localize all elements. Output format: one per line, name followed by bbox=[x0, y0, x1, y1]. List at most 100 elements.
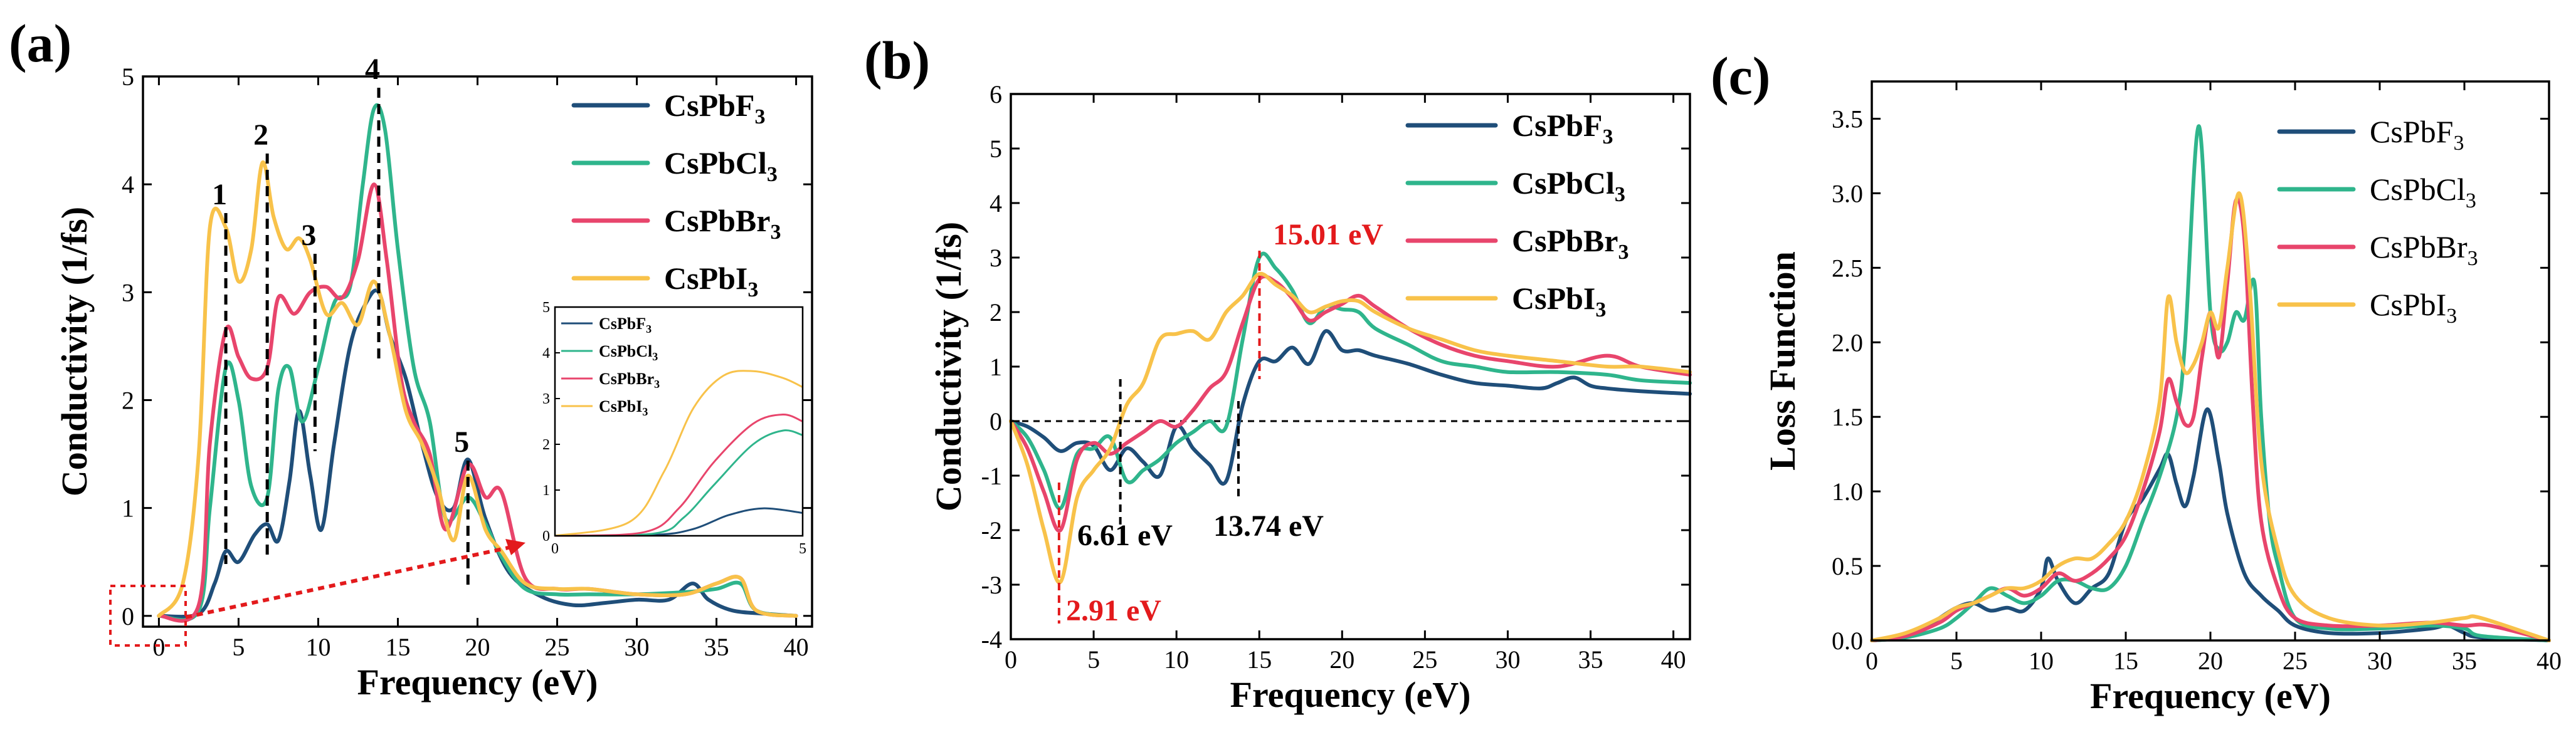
panel-b: (b) 0 5 10 15 20 25 30 35 40 -4 -3 -2 -1 0 1 2 3 4 5 6 Freque… bbox=[864, 30, 1692, 715]
inset-y-tick-label: 3 bbox=[542, 391, 550, 407]
zoom-arrow-line bbox=[185, 545, 515, 619]
series-line-CsPbI3 bbox=[157, 160, 798, 618]
y-axis-label: Conductivity (1/fs) bbox=[928, 222, 969, 511]
inset-legend-label-CsPbF3: CsPbF3 bbox=[599, 315, 652, 335]
x-tick-label: 10 bbox=[305, 633, 330, 661]
y-tick-label: 5 bbox=[990, 135, 1002, 163]
y-tick-label: 2 bbox=[122, 386, 134, 414]
panel-label: (a) bbox=[9, 13, 71, 73]
y-tick-label: 1 bbox=[122, 494, 134, 523]
peak-label: 2 bbox=[253, 118, 268, 152]
x-axis-label: Frequency (eV) bbox=[1230, 674, 1471, 715]
x-tick-label: 25 bbox=[1412, 645, 1437, 674]
legend-label-CsPbCl3: CsPbCl3 bbox=[1512, 165, 1625, 206]
y-tick-label: 3.5 bbox=[1832, 105, 1863, 133]
y-tick-label: 1 bbox=[990, 353, 1002, 381]
series-line-CsPbF3 bbox=[1009, 329, 1692, 486]
x-tick-label: 15 bbox=[2113, 647, 2138, 675]
y-tick-label: 0.5 bbox=[1832, 552, 1863, 580]
x-tick-label: 0 bbox=[1005, 645, 1017, 674]
x-tick-label: 30 bbox=[2367, 647, 2392, 675]
x-tick-label: 10 bbox=[1164, 645, 1189, 674]
legend-label-CsPbCl3: CsPbCl3 bbox=[664, 145, 778, 186]
x-tick-label: 0 bbox=[152, 633, 165, 661]
zoom-arrow-head bbox=[505, 539, 525, 555]
energy-annotation: 6.61 eV bbox=[1077, 519, 1173, 552]
y-tick-label: 3 bbox=[122, 278, 134, 306]
x-tick-label: 25 bbox=[2283, 647, 2308, 675]
panel-label: (b) bbox=[864, 30, 930, 90]
y-tick-label: 3 bbox=[990, 244, 1002, 272]
x-tick-label: 35 bbox=[2452, 647, 2477, 675]
series-line-CsPbBr3 bbox=[1009, 274, 1692, 533]
inset-y-tick-label: 1 bbox=[542, 483, 550, 499]
x-tick-label: 35 bbox=[1578, 645, 1603, 674]
energy-annotation: 2.91 eV bbox=[1066, 594, 1161, 627]
energy-annotation: 13.74 eV bbox=[1213, 509, 1324, 543]
peak-label: 3 bbox=[301, 219, 316, 252]
y-tick-label: 3.0 bbox=[1832, 179, 1863, 207]
x-tick-label: 20 bbox=[465, 633, 490, 661]
inset-series-line-CsPbCl3 bbox=[554, 429, 803, 537]
y-tick-label: -1 bbox=[981, 462, 1002, 490]
series-line-CsPbF3 bbox=[1870, 407, 2551, 642]
peak-label: 4 bbox=[365, 53, 380, 86]
panel-c: (c) 0 5 10 15 20 25 30 35 40 0.0 0.5 1.0 1.5 2.0 2.5 3.0… bbox=[1711, 46, 2562, 716]
legend-label-CsPbF3: CsPbF3 bbox=[1512, 108, 1613, 149]
inset-background bbox=[555, 307, 803, 536]
inset-series-line-CsPbBr3 bbox=[554, 413, 803, 537]
inset-y-tick-label: 2 bbox=[542, 437, 550, 453]
x-tick-label: 40 bbox=[784, 633, 809, 661]
x-tick-label: 15 bbox=[385, 633, 410, 661]
y-tick-label: 0.0 bbox=[1832, 627, 1863, 655]
y-tick-label: 4 bbox=[122, 170, 134, 199]
y-axis-label: Loss Function bbox=[1762, 251, 1803, 471]
inset-y-tick-label: 5 bbox=[542, 300, 550, 316]
y-tick-label: 2 bbox=[990, 298, 1002, 326]
peak-label: 1 bbox=[212, 178, 227, 211]
legend-label-CsPbBr3: CsPbBr3 bbox=[664, 203, 781, 244]
x-tick-label: 0 bbox=[1866, 647, 1878, 675]
x-tick-label: 35 bbox=[704, 633, 729, 661]
x-tick-label: 30 bbox=[1495, 645, 1520, 674]
y-tick-label: 1.5 bbox=[1832, 403, 1863, 431]
inset-frame bbox=[554, 306, 804, 537]
inset-chart: 0 1 2 3 4 5 0 5 CsPbF3 CsPbCl3 CsPbBr3 CsPbI3 bbox=[542, 300, 806, 557]
legend-label-CsPbI3: CsPbI3 bbox=[1512, 281, 1606, 321]
x-tick-label: 40 bbox=[2536, 647, 2562, 675]
legend-label-CsPbBr3: CsPbBr3 bbox=[2370, 229, 2478, 270]
x-tick-label: 5 bbox=[1950, 647, 1963, 675]
y-tick-label: 2.5 bbox=[1832, 254, 1863, 282]
y-tick-label: 0 bbox=[990, 407, 1002, 436]
x-tick-label: 15 bbox=[1247, 645, 1272, 674]
inset-x-tick-label: 0 bbox=[551, 541, 559, 557]
y-tick-label: 0 bbox=[122, 602, 134, 630]
series-line-CsPbI3 bbox=[1870, 191, 2551, 642]
energy-annotation: 15.01 eV bbox=[1273, 218, 1383, 251]
x-tick-label: 30 bbox=[625, 633, 650, 661]
y-tick-label: -2 bbox=[981, 516, 1002, 545]
inset-legend-label-CsPbCl3: CsPbCl3 bbox=[599, 342, 658, 363]
legend-label-CsPbF3: CsPbF3 bbox=[2370, 114, 2464, 155]
y-tick-label: 4 bbox=[990, 189, 1002, 217]
inset-legend-label-CsPbBr3: CsPbBr3 bbox=[599, 370, 660, 390]
legend-label-CsPbI3: CsPbI3 bbox=[664, 261, 758, 301]
inset-y-tick-label: 4 bbox=[542, 345, 550, 362]
panel-label: (c) bbox=[1711, 46, 1770, 106]
peak-label: 5 bbox=[454, 426, 469, 459]
y-tick-label: 1.0 bbox=[1832, 478, 1863, 506]
x-axis-label: Frequency (eV) bbox=[357, 662, 598, 702]
series-line-CsPbI3 bbox=[1009, 271, 1692, 585]
legend-label-CsPbCl3: CsPbCl3 bbox=[2370, 172, 2476, 212]
x-tick-label: 5 bbox=[1087, 645, 1100, 674]
x-tick-label: 20 bbox=[2198, 647, 2223, 675]
y-tick-label: 2.0 bbox=[1832, 328, 1863, 357]
y-tick-label: -3 bbox=[981, 571, 1002, 599]
inset-series-line-CsPbI3 bbox=[554, 370, 803, 537]
series-line-CsPbBr3 bbox=[1870, 196, 2551, 642]
legend-label-CsPbF3: CsPbF3 bbox=[664, 88, 765, 128]
inset-x-tick-label: 5 bbox=[799, 541, 806, 557]
inset-y-tick-label: 0 bbox=[542, 528, 550, 545]
